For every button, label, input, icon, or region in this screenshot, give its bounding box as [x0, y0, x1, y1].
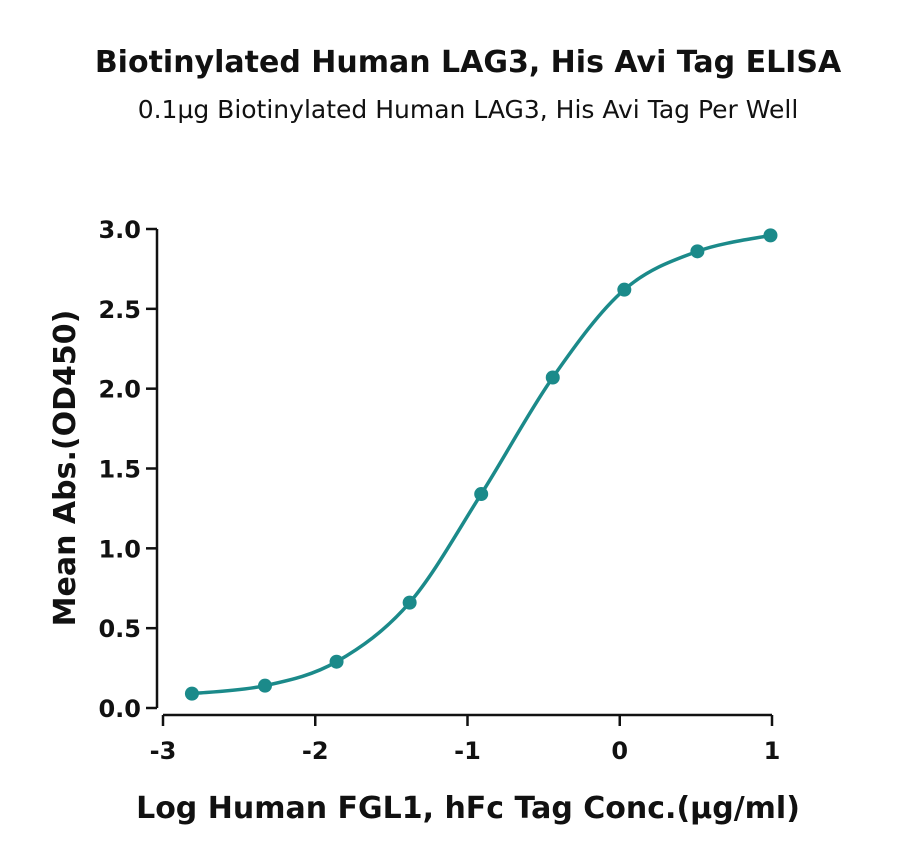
chart-title: Biotinylated Human LAG3, His Avi Tag ELI…: [95, 45, 842, 80]
data-point: [329, 654, 344, 669]
x-tick-label: -1: [454, 737, 481, 765]
x-axis: -3 -2 -1 0 1: [150, 713, 781, 765]
data-point: [402, 595, 417, 610]
y-tick-label: 3.0: [98, 216, 141, 244]
data-point: [545, 370, 560, 385]
y-axis: 0.0 0.5 1.0 1.5 2.0 2.5 3.0: [98, 216, 159, 723]
x-tick-label: -2: [302, 737, 329, 765]
data-point: [690, 244, 705, 259]
y-axis-label: Mean Abs.(OD450): [48, 310, 83, 627]
x-axis-label: Log Human FGL1, hFc Tag Conc.(µg/ml): [136, 791, 800, 826]
data-point: [763, 228, 778, 243]
x-tick-label: 1: [764, 737, 781, 765]
y-tick-label: 1.5: [98, 456, 141, 484]
x-tick-label: 0: [611, 737, 628, 765]
data-point: [474, 487, 489, 502]
data-point: [258, 678, 273, 693]
y-tick-label: 2.0: [98, 376, 141, 404]
plot-area: 0.0 0.5 1.0 1.5 2.0 2.5 3.0 -3 -2 -1 0 1: [98, 216, 780, 765]
fit-curve: [191, 233, 771, 696]
data-point: [184, 686, 199, 701]
y-tick-label: 0.5: [98, 615, 141, 643]
y-tick-label: 2.5: [98, 296, 141, 324]
x-tick-label: -3: [150, 737, 177, 765]
data-point: [617, 282, 632, 297]
y-tick-label: 0.0: [98, 695, 141, 723]
y-tick-label: 1.0: [98, 535, 141, 563]
data-points: [184, 228, 778, 701]
chart-subtitle: 0.1µg Biotinylated Human LAG3, His Avi T…: [138, 95, 799, 124]
